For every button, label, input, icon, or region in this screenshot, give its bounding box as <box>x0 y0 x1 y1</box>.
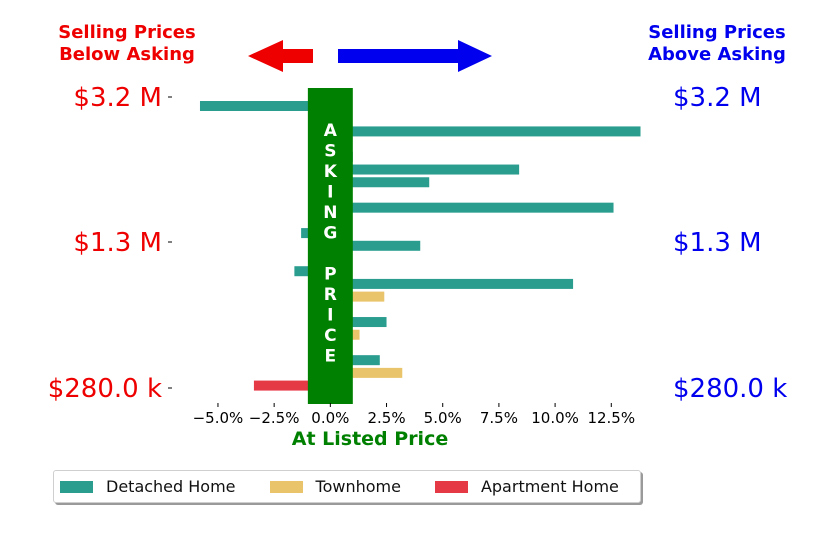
x-tick-label: 12.5% <box>587 409 635 427</box>
x-tick-label: 7.5% <box>480 409 518 427</box>
legend-item-detached: Detached Home <box>60 477 236 496</box>
asking-label-letter: G <box>323 224 337 244</box>
bar-detached-home <box>330 126 641 137</box>
bar-detached-home <box>330 202 614 213</box>
y-tick-label-left: $1.3 M <box>73 228 162 258</box>
bar-detached-home <box>199 101 331 111</box>
asking-label-letter: K <box>324 162 338 182</box>
x-tick-label: 5.0% <box>424 409 462 427</box>
x-tick-label: −5.0% <box>193 409 244 427</box>
asking-label-letter: P <box>324 265 336 285</box>
asking-price-band <box>307 88 353 404</box>
asking-label-letter: R <box>324 285 337 305</box>
below-asking-arrow-icon <box>248 40 313 72</box>
asking-label-letter: E <box>325 347 337 367</box>
asking-label-letter: A <box>324 121 338 141</box>
legend-label-townhome: Townhome <box>315 477 401 496</box>
x-tick-label: 10.0% <box>531 409 579 427</box>
legend-swatch-apartment <box>434 480 468 493</box>
y-tick-label-left: $3.2 M <box>73 83 162 113</box>
y-tick-label-right: $3.2 M <box>673 83 762 113</box>
bar-detached-home <box>330 355 380 366</box>
legend-item-townhome: Townhome <box>269 477 401 496</box>
bar-townhome <box>330 291 385 302</box>
y-tick-label-left: $280.0 k <box>48 374 162 404</box>
bar-detached-home <box>330 240 421 251</box>
bar-townhome <box>330 367 403 378</box>
bar-apartment-home <box>253 380 331 391</box>
below-asking-label-line1: Selling Prices <box>58 22 195 43</box>
asking-label-letter: I <box>327 183 333 203</box>
x-tick-label: 2.5% <box>367 409 405 427</box>
x-tick-label: 0.0% <box>311 409 349 427</box>
legend-label-apartment: Apartment Home <box>480 477 619 496</box>
legend-label-detached: Detached Home <box>106 477 236 496</box>
y-axis-left: $3.2 M $1.3 M $280.0 k <box>48 83 172 404</box>
bar-detached-home <box>330 164 520 175</box>
bar-detached-home <box>330 278 574 289</box>
x-axis: −5.0% −2.5% 0.0% 2.5% 5.0% 7.5% 10.0% 12.5% <box>193 403 635 427</box>
asking-label-letter: C <box>324 326 336 346</box>
below-asking-label-line2: Below Asking <box>59 44 195 65</box>
bars-group <box>199 101 641 404</box>
x-axis-label: At Listed Price <box>292 428 448 450</box>
asking-label-letter: N <box>323 203 337 223</box>
legend-swatch-detached <box>60 480 93 493</box>
x-tick-label: −2.5% <box>249 409 300 427</box>
y-axis-right: $3.2 M $1.3 M $280.0 k <box>673 83 787 404</box>
legend: Detached Home Townhome Apartment Home <box>53 470 641 503</box>
asking-label-letter: S <box>324 142 336 162</box>
bar-detached-home <box>330 317 387 328</box>
y-tick-label-right: $1.3 M <box>673 228 762 258</box>
y-tick-label-right: $280.0 k <box>673 374 787 404</box>
legend-swatch-townhome <box>269 480 303 493</box>
legend-item-apartment: Apartment Home <box>434 477 619 496</box>
above-asking-arrow-icon <box>338 40 492 72</box>
asking-label-letter: I <box>327 306 333 326</box>
bar-detached-home <box>330 177 430 188</box>
above-asking-label-line2: Above Asking <box>648 44 786 65</box>
above-asking-label-line1: Selling Prices <box>648 22 785 43</box>
